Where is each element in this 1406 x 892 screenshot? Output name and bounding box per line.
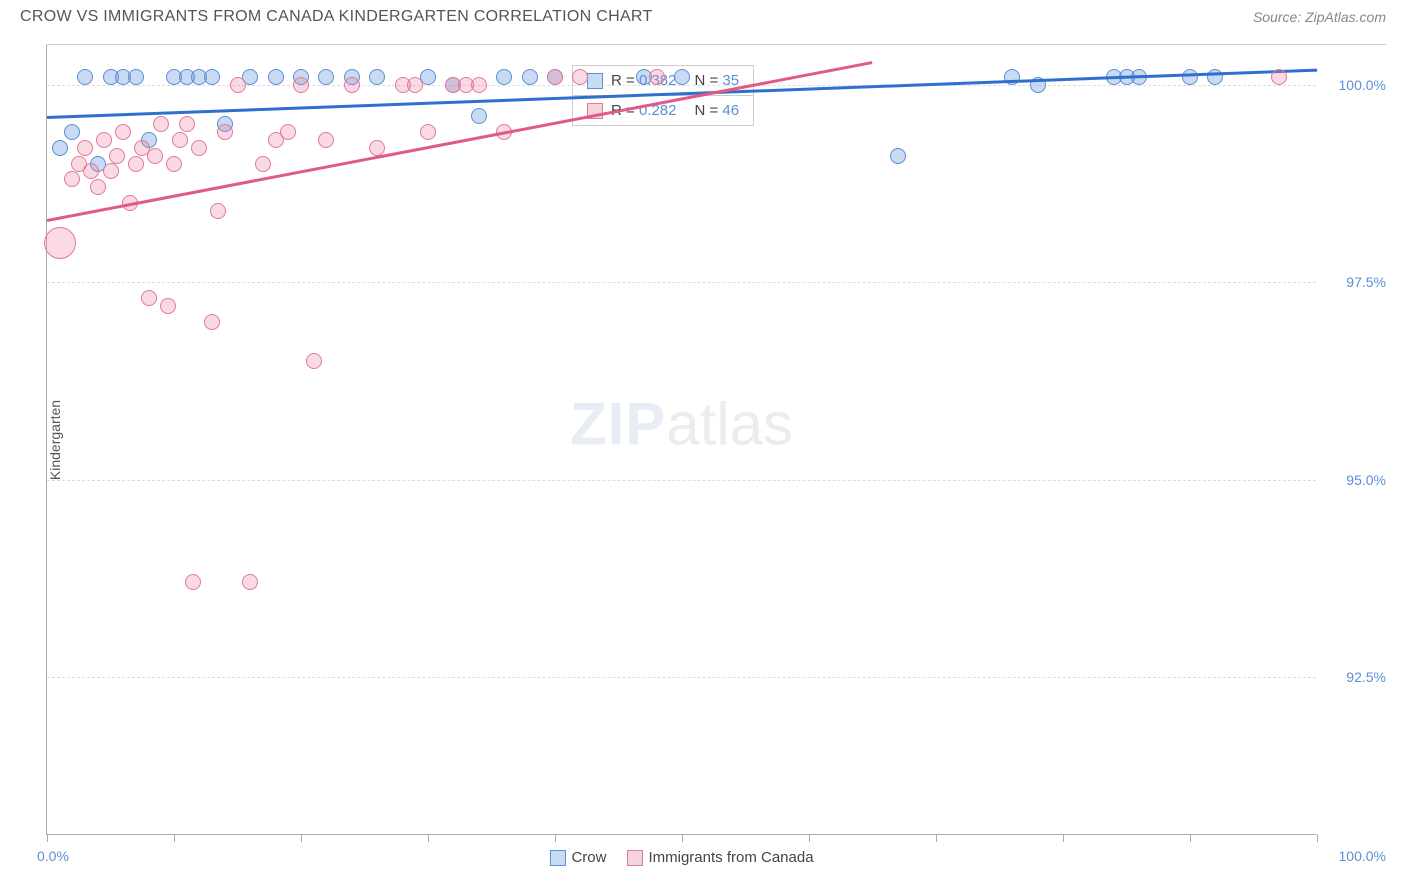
data-point [369,140,385,156]
data-point [64,124,80,140]
data-point [1182,69,1198,85]
data-point [217,124,233,140]
stats-n-label: N = 35 [694,72,739,89]
gridline [47,480,1316,481]
watermark-atlas: atlas [666,390,793,457]
data-point [344,77,360,93]
data-point [44,227,76,259]
legend-label-crow: Crow [571,849,606,866]
data-point [77,140,93,156]
data-point [204,314,220,330]
chart-title: CROW VS IMMIGRANTS FROM CANADA KINDERGAR… [20,8,653,26]
gridline [47,282,1316,283]
data-point [268,69,284,85]
legend-swatch-crow [549,850,565,866]
y-tick-label: 97.5% [1326,274,1386,290]
data-point [109,148,125,164]
x-axis-min-label: 0.0% [37,848,69,864]
plot-area: Kindergarten ZIPatlas 0.0% 100.0% R = 0.… [46,45,1316,835]
data-point [103,163,119,179]
data-point [96,132,112,148]
source-name: ZipAtlas.com [1305,9,1386,25]
bottom-legend: Crow Immigrants from Canada [549,849,813,866]
x-tick [174,834,175,842]
data-point [572,69,588,85]
y-tick-label: 100.0% [1326,77,1386,93]
data-point [496,69,512,85]
x-tick [809,834,810,842]
data-point [306,353,322,369]
y-tick-label: 95.0% [1326,472,1386,488]
data-point [83,163,99,179]
data-point [147,148,163,164]
data-point [166,156,182,172]
x-tick [1317,834,1318,842]
data-point [293,77,309,93]
legend-label-canada: Immigrants from Canada [648,849,813,866]
x-tick [936,834,937,842]
x-tick [555,834,556,842]
legend-item-canada: Immigrants from Canada [626,849,813,866]
data-point [185,574,201,590]
source-prefix: Source: [1253,9,1305,25]
data-point [280,124,296,140]
chart-container: Kindergarten ZIPatlas 0.0% 100.0% R = 0.… [46,44,1386,834]
data-point [547,69,563,85]
source-attribution: Source: ZipAtlas.com [1253,9,1386,25]
stats-row: R = 0.282N = 46 [572,95,754,126]
data-point [1271,69,1287,85]
data-point [471,108,487,124]
y-tick-label: 92.5% [1326,669,1386,685]
x-tick [47,834,48,842]
x-tick [682,834,683,842]
watermark: ZIPatlas [570,389,793,458]
data-point [115,124,131,140]
stats-n-label: N = 46 [694,102,739,119]
data-point [471,77,487,93]
data-point [141,290,157,306]
data-point [160,298,176,314]
data-point [153,116,169,132]
x-tick [1063,834,1064,842]
data-point [318,69,334,85]
data-point [128,69,144,85]
data-point [172,132,188,148]
chart-header: CROW VS IMMIGRANTS FROM CANADA KINDERGAR… [0,0,1406,30]
data-point [1207,69,1223,85]
data-point [674,69,690,85]
data-point [77,69,93,85]
data-point [191,140,207,156]
data-point [522,69,538,85]
data-point [407,77,423,93]
data-point [369,69,385,85]
legend-swatch-canada [626,850,642,866]
data-point [128,156,144,172]
data-point [210,203,226,219]
x-tick [428,834,429,842]
legend-item-crow: Crow [549,849,606,866]
x-tick [1190,834,1191,842]
data-point [64,171,80,187]
gridline [47,677,1316,678]
data-point [204,69,220,85]
x-axis-max-label: 100.0% [1339,848,1386,864]
stats-swatch [587,73,603,89]
data-point [242,574,258,590]
watermark-zip: ZIP [570,390,666,457]
data-point [255,156,271,172]
data-point [230,77,246,93]
data-point [649,69,665,85]
data-point [890,148,906,164]
data-point [318,132,334,148]
data-point [52,140,68,156]
y-axis-title: Kindergarten [47,399,63,479]
data-point [90,179,106,195]
x-tick [301,834,302,842]
data-point [179,116,195,132]
data-point [420,124,436,140]
